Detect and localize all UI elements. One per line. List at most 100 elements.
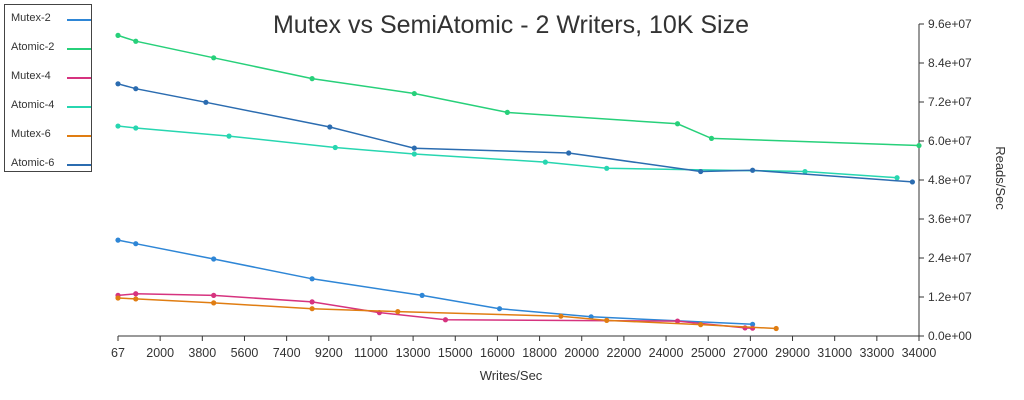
data-point-mutex-4 <box>309 299 315 305</box>
data-point-atomic-6 <box>203 99 209 105</box>
legend-swatch <box>67 106 91 108</box>
y-tick-label: 6.0e+07 <box>928 134 972 148</box>
x-tick-label: 24000 <box>649 346 684 360</box>
data-point-mutex-6 <box>211 300 217 306</box>
data-point-atomic-2 <box>115 32 121 38</box>
data-point-mutex-6 <box>604 317 610 323</box>
chart-title: Mutex vs SemiAtomic - 2 Writers, 10K Siz… <box>273 11 749 39</box>
y-tick-label: 7.2e+07 <box>928 95 972 109</box>
y-tick-label: 8.4e+07 <box>928 56 972 70</box>
legend-item-atomic-4[interactable]: Atomic-4 <box>11 98 91 114</box>
data-point-mutex-4 <box>674 318 681 324</box>
data-point-mutex-4 <box>133 291 139 297</box>
legend-label: Mutex-4 <box>11 70 51 82</box>
x-tick-label: 15000 <box>438 346 473 360</box>
data-point-mutex-2 <box>419 292 425 298</box>
legend-item-atomic-2[interactable]: Atomic-2 <box>11 40 91 56</box>
data-point-mutex-6 <box>395 309 401 315</box>
x-axis-label: Writes/Sec <box>480 368 543 383</box>
data-point-atomic-2 <box>916 142 922 149</box>
data-point-atomic-4 <box>894 175 900 181</box>
x-tick-label: 16000 <box>480 346 515 360</box>
y-tick-label: 0.0e+00 <box>928 329 972 343</box>
data-point-atomic-2 <box>211 55 217 61</box>
y-tick-label: 4.8e+07 <box>928 173 972 187</box>
data-point-atomic-2 <box>309 76 315 82</box>
series-line-atomic-2 <box>117 34 920 147</box>
data-point-mutex-2 <box>749 321 756 327</box>
data-point-atomic-4 <box>226 133 232 139</box>
x-tick-label: 67 <box>111 346 125 360</box>
x-tick-label: 18000 <box>522 346 557 360</box>
series-line-mutex-2 <box>117 239 753 326</box>
x-tick-label: 27000 <box>733 346 768 360</box>
data-point-mutex-4 <box>749 325 756 331</box>
series-line-atomic-6 <box>117 83 913 183</box>
data-point-mutex-6 <box>773 325 779 332</box>
data-point-atomic-4 <box>411 151 417 157</box>
data-point-atomic-6 <box>698 168 704 175</box>
legend-label: Mutex-2 <box>11 12 51 24</box>
legend-item-atomic-6[interactable]: Atomic-6 <box>11 156 91 172</box>
series-line-mutex-6 <box>117 297 777 330</box>
legend-item-mutex-2[interactable]: Mutex-2 <box>11 11 91 27</box>
data-point-atomic-4 <box>133 125 139 131</box>
x-tick-label: 20000 <box>564 346 599 360</box>
x-tick-label: 2000 <box>146 346 174 360</box>
data-point-mutex-2 <box>115 237 121 243</box>
data-point-mutex-2 <box>133 241 139 247</box>
data-point-mutex-6 <box>133 296 139 302</box>
data-point-atomic-4 <box>604 165 610 171</box>
data-point-atomic-6 <box>411 145 417 151</box>
x-tick-label: 29000 <box>775 346 810 360</box>
x-tick-label: 13000 <box>396 346 431 360</box>
data-point-atomic-2 <box>411 90 417 97</box>
x-tick-label: 7400 <box>273 346 301 360</box>
x-tick-label: 9200 <box>315 346 343 360</box>
legend-swatch <box>67 135 91 137</box>
y-tick-label: 9.6e+07 <box>928 17 972 31</box>
x-tick-label: 3800 <box>188 346 216 360</box>
legend-item-mutex-6[interactable]: Mutex-6 <box>11 127 91 143</box>
x-tick-label: 25000 <box>691 346 726 360</box>
y-tick-label: 2.4e+07 <box>928 251 972 265</box>
legend-label: Mutex-6 <box>11 128 51 140</box>
data-point-mutex-6 <box>698 322 704 328</box>
x-tick-label: 11000 <box>354 346 388 360</box>
legend-swatch <box>67 48 91 50</box>
legend-swatch <box>67 19 91 21</box>
x-tick-label: 5600 <box>231 346 259 360</box>
x-tick-label: 33000 <box>859 346 894 360</box>
data-point-atomic-6 <box>566 150 572 156</box>
legend-item-mutex-4[interactable]: Mutex-4 <box>11 69 91 85</box>
data-point-mutex-2 <box>309 276 315 282</box>
data-point-atomic-4 <box>332 144 338 151</box>
data-point-atomic-6 <box>115 81 121 87</box>
data-point-atomic-6 <box>749 167 756 173</box>
data-point-mutex-6 <box>309 306 315 312</box>
data-point-atomic-6 <box>327 124 333 130</box>
y-axis-label: Reads/Sec <box>993 146 1008 210</box>
data-point-atomic-2 <box>708 135 715 141</box>
legend: Mutex-2 Atomic-2 Mutex-4 Atomic-4 Mutex-6 Ato… <box>4 4 92 172</box>
data-point-mutex-4 <box>442 317 449 323</box>
series-line-atomic-4 <box>117 125 898 179</box>
data-point-mutex-4 <box>211 292 217 298</box>
y-tick-label: 1.2e+07 <box>928 290 972 304</box>
data-point-atomic-4 <box>542 159 548 165</box>
legend-swatch <box>67 77 91 79</box>
legend-label: Atomic-4 <box>11 99 55 111</box>
legend-label: Atomic-2 <box>11 41 55 53</box>
x-tick-label: 34000 <box>902 346 937 360</box>
legend-swatch <box>67 164 91 166</box>
data-point-atomic-4 <box>115 123 121 129</box>
data-point-mutex-2 <box>496 306 503 312</box>
plot-area: 67 2000 3800 5600 7400 9200 11000 13000 15000 160… <box>111 17 972 360</box>
data-point-atomic-4 <box>802 168 808 175</box>
data-point-atomic-6 <box>909 179 915 185</box>
data-point-atomic-2 <box>133 38 139 44</box>
x-tick-label: 31000 <box>817 346 852 360</box>
legend-label: Atomic-6 <box>11 157 55 169</box>
x-tick-label: 22000 <box>607 346 642 360</box>
